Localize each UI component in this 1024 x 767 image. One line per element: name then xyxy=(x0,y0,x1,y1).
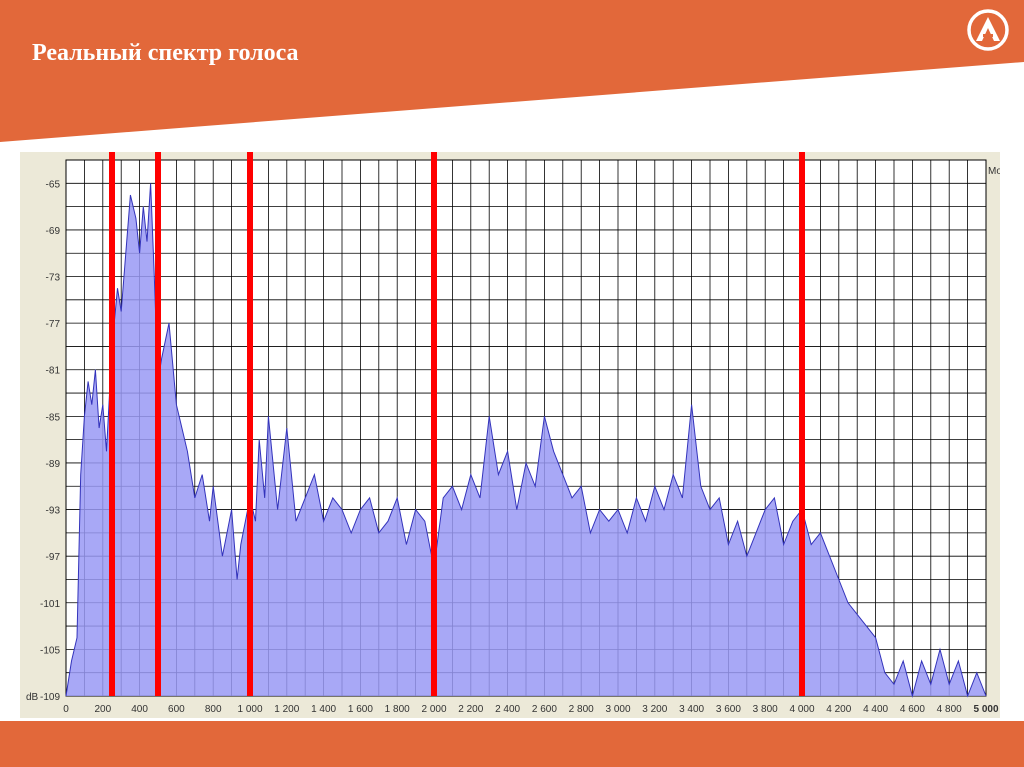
x-tick-label: 3 800 xyxy=(753,704,778,715)
slide-title: Реальный спектр голоса xyxy=(32,40,299,67)
x-tick-label: 800 xyxy=(205,704,222,715)
x-tick-label: 2 200 xyxy=(458,704,483,715)
y-tick-label: -65 xyxy=(46,179,61,190)
x-tick-label: 2 000 xyxy=(421,704,446,715)
x-tick-label: 1 400 xyxy=(311,704,336,715)
y-tick-label: -85 xyxy=(46,412,61,423)
y-tick-label: -97 xyxy=(46,552,61,563)
y-axis-label: dB xyxy=(26,692,39,703)
x-tick-label: 2 400 xyxy=(495,704,520,715)
y-tick-label: -69 xyxy=(46,226,61,237)
x-tick-label: 3 000 xyxy=(605,704,630,715)
x-tick-label: 3 400 xyxy=(679,704,704,715)
x-tick-label: 2 600 xyxy=(532,704,557,715)
spectrum-chart: -65 -69 -73 -77 -81 -85 -89 -93 -97 -101 -105 -109d… xyxy=(20,152,1000,718)
y-tick-label: -77 xyxy=(46,319,61,330)
y-tick-label: -73 xyxy=(46,273,61,284)
y-tick-label: -101 xyxy=(40,599,60,610)
x-tick-label: 2 800 xyxy=(569,704,594,715)
letter-a-logo-icon xyxy=(966,8,1010,52)
x-tick-label: 1 800 xyxy=(385,704,410,715)
header-band xyxy=(0,0,1024,142)
x-tick-label: 5 000 xyxy=(973,704,998,715)
y-tick-label: -105 xyxy=(40,645,60,656)
y-tick-label: -109 xyxy=(40,692,60,703)
x-tick-label: 1 000 xyxy=(237,704,262,715)
x-tick-label: 4 600 xyxy=(900,704,925,715)
x-tick-label: 4 200 xyxy=(826,704,851,715)
x-tick-label: 200 xyxy=(94,704,111,715)
x-tick-label: 0 xyxy=(63,704,69,715)
x-tick-label: 1 200 xyxy=(274,704,299,715)
y-tick-label: -89 xyxy=(46,459,61,470)
x-tick-label: 4 800 xyxy=(937,704,962,715)
x-tick-label: 400 xyxy=(131,704,148,715)
x-tick-label: 3 200 xyxy=(642,704,667,715)
x-tick-label: 3 600 xyxy=(716,704,741,715)
x-tick-label: 1 600 xyxy=(348,704,373,715)
corner-label: Mo xyxy=(988,166,1000,177)
y-tick-label: -93 xyxy=(46,506,61,517)
header-band-shape xyxy=(0,0,1024,142)
x-tick-label: 4 400 xyxy=(863,704,888,715)
y-tick-label: -81 xyxy=(46,366,61,377)
x-tick-label: 600 xyxy=(168,704,185,715)
x-tick-label: 4 000 xyxy=(789,704,814,715)
footer-band xyxy=(0,721,1024,767)
